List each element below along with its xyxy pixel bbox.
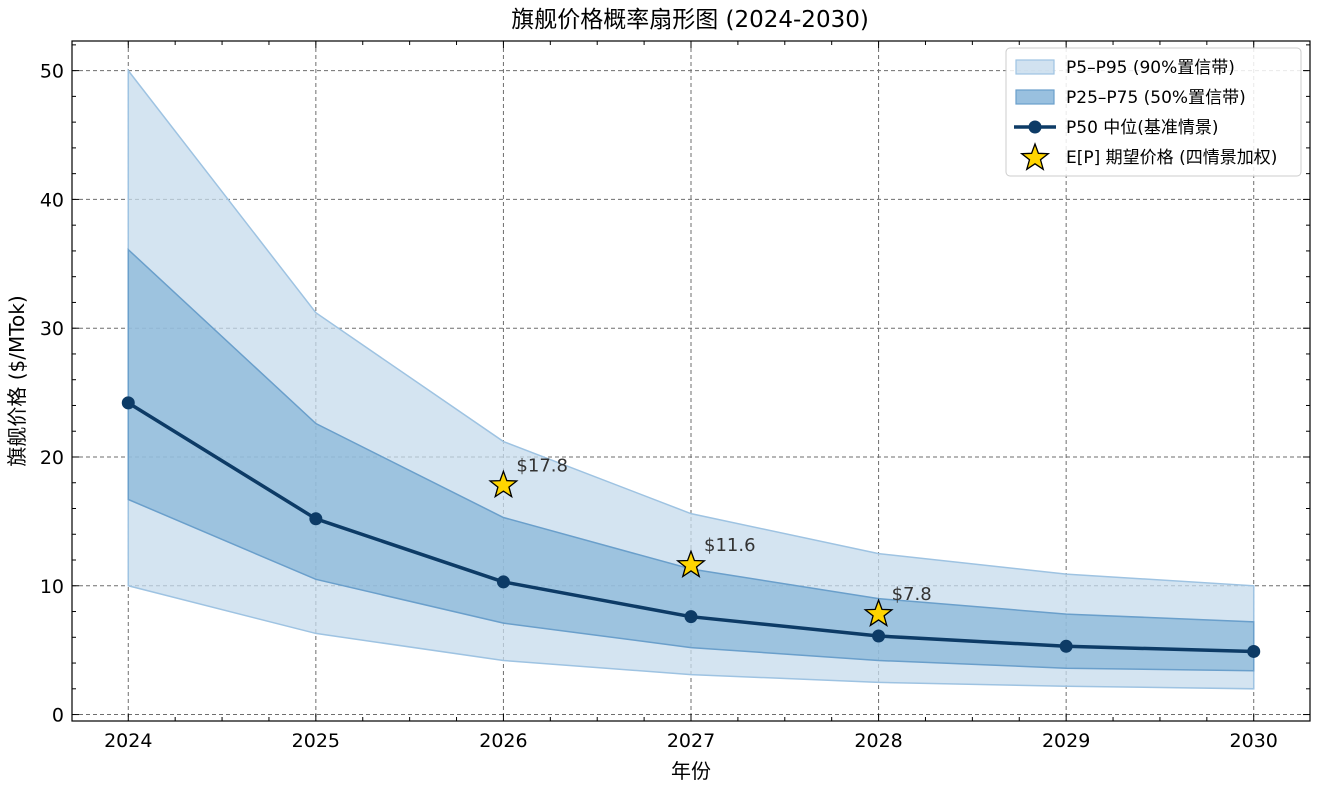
legend-point xyxy=(1028,120,1042,134)
expected-price-label: $11.6 xyxy=(704,535,756,556)
x-tick-label: 2030 xyxy=(1230,730,1278,752)
band-p25-p75 xyxy=(127,247,1255,672)
median-point xyxy=(121,396,135,410)
x-tick-label: 2024 xyxy=(104,730,152,752)
legend-entry-label: P5–P95 (90%置信带) xyxy=(1066,58,1235,78)
y-axis-label: 旗舰价格 ($/MTok) xyxy=(5,295,29,466)
legend-swatch xyxy=(1015,89,1055,105)
x-tick-label: 2028 xyxy=(854,730,902,752)
x-tick-label: 2026 xyxy=(479,730,527,752)
confidence-bands xyxy=(127,68,1255,690)
expected-price-star xyxy=(488,469,519,499)
expected-price-label: $7.8 xyxy=(892,584,932,605)
expected-price-star xyxy=(675,549,707,579)
expected-price-label: $17.8 xyxy=(516,455,568,476)
expected-price-star xyxy=(863,598,894,627)
median-point xyxy=(309,512,323,526)
legend-entry-label: P25–P75 (50%置信带) xyxy=(1066,88,1246,108)
y-tick-label: 20 xyxy=(40,447,64,469)
median-point xyxy=(684,610,698,624)
x-tick-label: 2025 xyxy=(292,730,340,752)
legend-entry-label: E[P] 期望价格 (四情景加权) xyxy=(1066,148,1277,168)
chart-title: 旗舰价格概率扇形图 (2024-2030) xyxy=(511,7,869,33)
median-point xyxy=(1059,639,1073,653)
y-tick-label: 30 xyxy=(40,318,64,340)
x-tick-label: 2029 xyxy=(1042,730,1090,752)
legend-star xyxy=(1019,142,1051,171)
median-point xyxy=(872,629,886,643)
median-point xyxy=(1247,644,1261,658)
y-tick-label: 10 xyxy=(40,576,64,598)
y-tick-label: 40 xyxy=(40,189,64,211)
legend-box xyxy=(1005,47,1302,177)
y-tick-label: 50 xyxy=(40,61,64,83)
x-tick-label: 2027 xyxy=(667,730,715,752)
legend-swatch xyxy=(1015,59,1055,75)
y-tick-label: 0 xyxy=(52,705,64,727)
legend-entry-label: P50 中位(基准情景) xyxy=(1066,118,1219,138)
median-line xyxy=(121,396,1261,658)
median-point xyxy=(496,575,510,589)
legend: P5–P95 (90%置信带) P25–P75 (50%置信带) P50 中位(基准… xyxy=(1005,47,1302,177)
expected-price-markers: $17.8 $11.6 $7.8 xyxy=(488,455,932,627)
x-axis-label: 年份 xyxy=(671,759,711,783)
